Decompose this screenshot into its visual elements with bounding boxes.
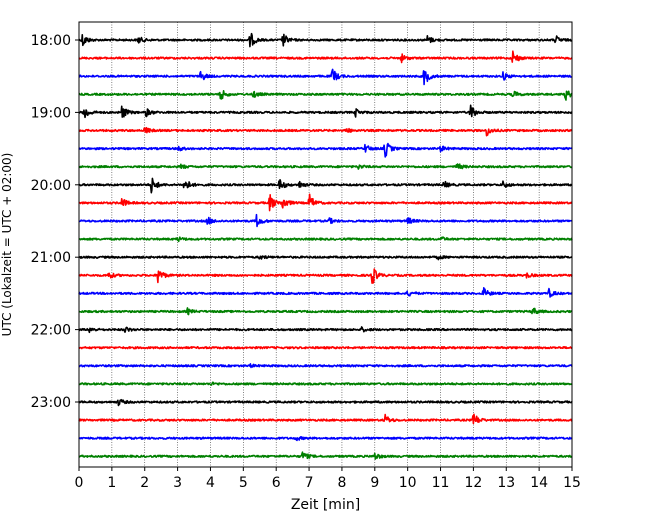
x-tick-label: 1 xyxy=(107,475,116,491)
trace-row-10 xyxy=(78,213,573,228)
x-tick-label: 11 xyxy=(432,475,450,491)
x-tick-label: 2 xyxy=(140,475,149,491)
trace-row-2 xyxy=(78,68,573,86)
x-tick-label: 13 xyxy=(497,475,515,491)
x-tick-label: 3 xyxy=(173,475,182,491)
x-tick-label: 6 xyxy=(272,475,281,491)
trace-row-11 xyxy=(78,236,573,243)
trace-row-6 xyxy=(78,142,573,158)
y-tick-label: 18:00 xyxy=(31,33,71,49)
x-tick-label: 5 xyxy=(239,475,248,491)
y-tick-label: 20:00 xyxy=(31,178,71,194)
trace-row-8 xyxy=(78,177,573,194)
y-tick-label: 23:00 xyxy=(31,395,71,411)
x-tick-label: 0 xyxy=(75,475,84,491)
trace-row-23 xyxy=(78,451,573,460)
trace-row-20 xyxy=(78,398,573,407)
trace-row-12 xyxy=(78,255,573,261)
trace-row-22 xyxy=(78,436,573,442)
x-tick-label: 15 xyxy=(563,475,581,491)
y-axis-label: UTC (Lokalzeit = UTC + 02:00) xyxy=(0,153,14,337)
trace-row-1 xyxy=(78,50,573,64)
trace-row-19 xyxy=(78,381,573,386)
trace-row-17 xyxy=(78,346,573,350)
x-axis-ticks: 0 1 2 3 4 5 6 7 8 9 10 11 12 13 14 15 xyxy=(75,467,581,491)
trace-row-5 xyxy=(78,126,573,137)
trace-row-15 xyxy=(78,307,573,316)
y-tick-label: 22:00 xyxy=(31,323,71,339)
x-tick-label: 8 xyxy=(337,475,346,491)
x-tick-label: 9 xyxy=(370,475,379,491)
trace-row-7 xyxy=(78,163,573,170)
trace-row-0 xyxy=(78,32,573,48)
x-tick-label: 7 xyxy=(305,475,314,491)
trace-row-21 xyxy=(78,413,573,425)
trace-row-9 xyxy=(78,193,573,212)
trace-row-14 xyxy=(78,287,573,298)
x-tick-label: 12 xyxy=(464,475,482,491)
grid-lines xyxy=(78,22,573,467)
x-tick-label: 10 xyxy=(399,475,417,491)
x-tick-label: 14 xyxy=(530,475,548,491)
x-axis-label: Zeit [min] xyxy=(291,497,360,513)
trace-row-13 xyxy=(78,268,573,285)
y-tick-label: 19:00 xyxy=(31,105,71,121)
seismic-traces xyxy=(78,32,573,460)
y-axis-ticks: 18:00 19:00 20:00 21:00 22:00 23:00 xyxy=(31,33,79,411)
trace-row-18 xyxy=(78,363,573,369)
trace-row-16 xyxy=(78,326,573,334)
plot-frame xyxy=(78,21,573,468)
y-tick-label: 21:00 xyxy=(31,250,71,266)
trace-row-4 xyxy=(78,104,573,119)
trace-row-3 xyxy=(78,89,573,101)
x-tick-label: 4 xyxy=(206,475,215,491)
